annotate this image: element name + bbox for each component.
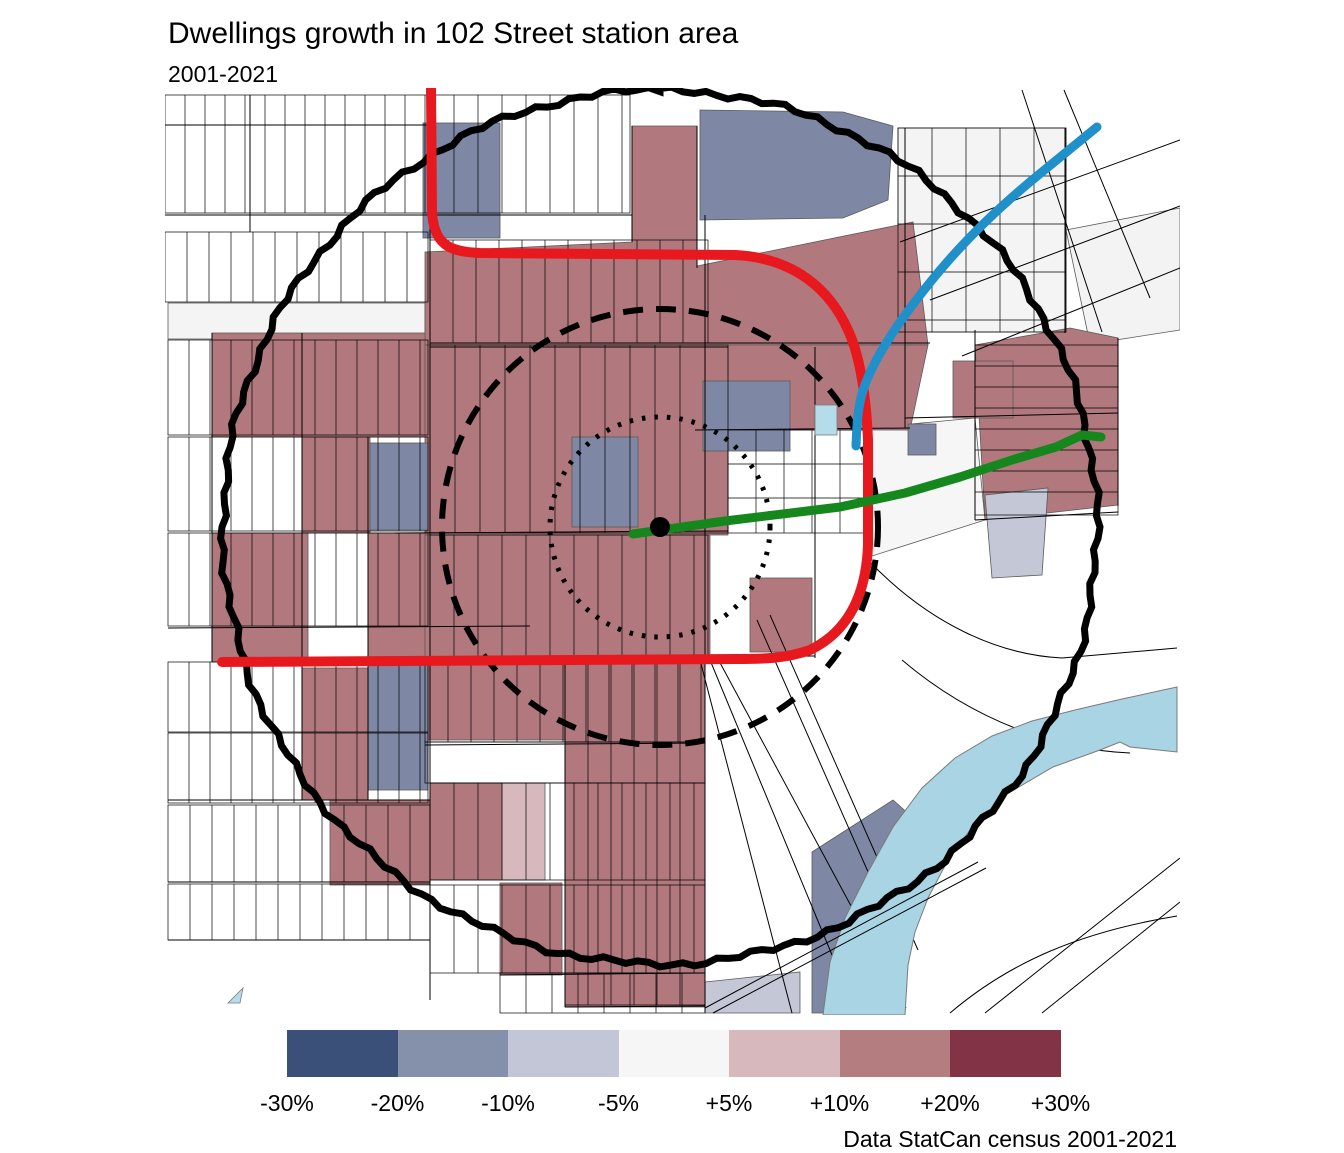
parcel <box>699 109 894 221</box>
parcel-block-outline <box>167 732 429 804</box>
parcel <box>424 534 711 663</box>
legend-swatch <box>839 1030 950 1077</box>
map <box>165 88 1180 1015</box>
road-line <box>699 659 793 1014</box>
page-title: Dwellings growth in 102 Street station a… <box>168 17 739 50</box>
street-line <box>499 972 706 976</box>
parcel <box>424 661 566 741</box>
parcel-block-outline <box>167 532 429 627</box>
road-line <box>1041 901 1180 1014</box>
buffer-circle-outer <box>217 88 1104 971</box>
road-line <box>709 659 857 1014</box>
legend-label: -10% <box>481 1090 535 1116</box>
bridge-line <box>712 867 987 1014</box>
parcel <box>329 799 431 886</box>
parcel-block-outline <box>167 339 429 436</box>
parcel-block-outline <box>165 231 429 303</box>
data-source-caption: Data StatCan census 2001-2021 <box>843 1126 1177 1152</box>
green-transit-line <box>628 430 1106 539</box>
legend-label: -20% <box>370 1090 425 1116</box>
legend-swatch <box>950 1030 1061 1077</box>
parcel-block-outline <box>167 436 429 532</box>
parcel <box>907 423 937 456</box>
legend-swatch <box>618 1030 729 1077</box>
legend-label: +30% <box>1030 1090 1091 1116</box>
parcel <box>367 664 429 791</box>
parcel <box>501 782 546 881</box>
parcel-block-outline <box>897 127 1067 333</box>
parcel <box>301 667 369 801</box>
legend-color-bar <box>287 1030 1061 1077</box>
road-line <box>1021 89 1103 333</box>
red-transit-line <box>217 88 873 667</box>
legend-label: +10% <box>809 1090 870 1116</box>
parcel <box>952 360 1014 419</box>
road-line <box>899 139 1180 243</box>
parcel <box>702 380 791 452</box>
buffer-circle-inner-dotted <box>547 414 773 640</box>
road-line <box>1063 89 1151 299</box>
street-line <box>167 625 531 629</box>
river <box>822 686 1178 1015</box>
street-line <box>564 1005 706 1008</box>
legend-label: +5% <box>705 1090 753 1116</box>
blue-transit-line <box>851 122 1102 451</box>
road-line <box>867 559 1178 659</box>
pond <box>814 404 838 436</box>
buffer-circle-middle-dashed <box>439 306 881 748</box>
legend-label: -30% <box>260 1090 314 1116</box>
parcel-block-outline <box>167 883 431 941</box>
map-canvas <box>165 88 1180 1015</box>
legend-swatch <box>287 1030 398 1077</box>
creek <box>227 986 244 1004</box>
parcel <box>499 882 563 976</box>
legend-swatch <box>508 1030 619 1077</box>
road-line <box>984 857 1180 1014</box>
legend-label: +20% <box>920 1090 980 1116</box>
road-line <box>929 205 1180 301</box>
street-line <box>694 427 911 431</box>
legend-swatch <box>729 1030 840 1077</box>
legend-swatch <box>397 1030 508 1077</box>
bridge-line <box>704 861 979 1009</box>
legend-labels: -30% -20% -10% -5% +5% +10% +20% +30% <box>0 1090 1344 1116</box>
parcel <box>429 782 503 881</box>
legend-label: -5% <box>598 1090 639 1116</box>
page-subtitle: 2001-2021 <box>168 61 278 87</box>
parcel <box>984 487 1049 579</box>
station-dot <box>650 517 670 537</box>
road-line <box>949 915 1178 1014</box>
